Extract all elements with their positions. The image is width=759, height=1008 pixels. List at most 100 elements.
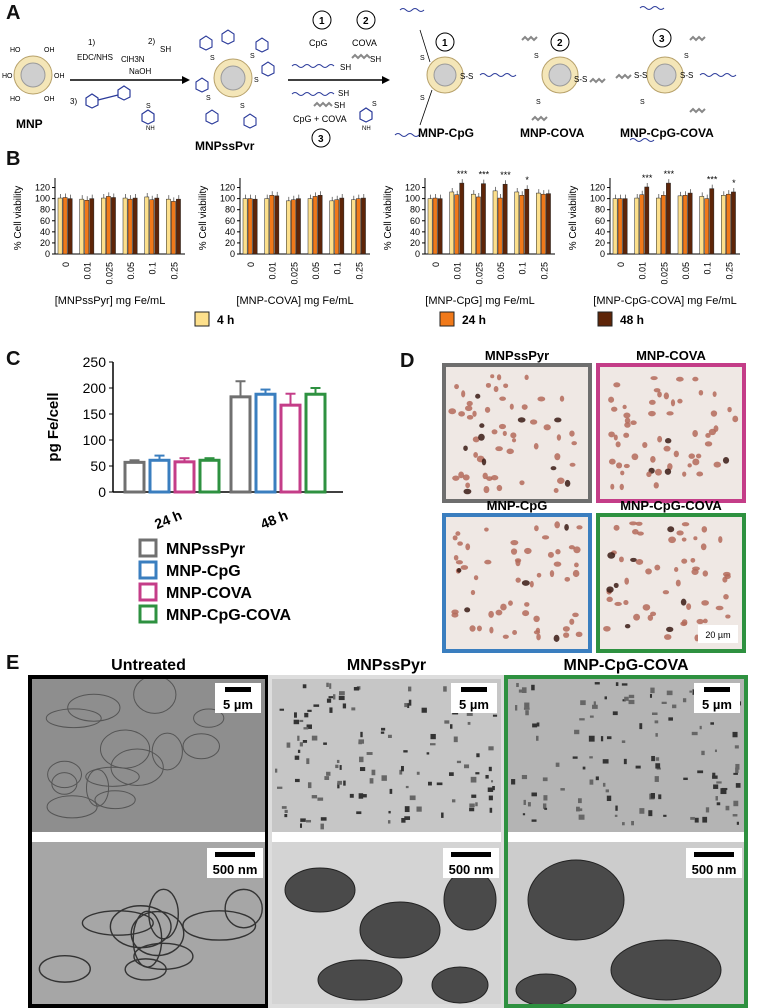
nanoparticle-cluster bbox=[593, 701, 596, 707]
nanoparticle-cluster bbox=[441, 812, 444, 818]
viability-legend: 4 h 24 h 48 h bbox=[194, 311, 644, 327]
panel-d-micrographs: MNPssPyr MNP-COVA MNP-CpG MNP-CpG-COVA 20 µm bbox=[442, 348, 746, 653]
stained-cell bbox=[681, 522, 690, 527]
y-axis-label: % Cell viability bbox=[198, 186, 209, 250]
viability-bar bbox=[361, 197, 366, 255]
nanoparticle-cluster bbox=[658, 794, 662, 800]
nanoparticle-cluster bbox=[343, 780, 346, 786]
viability-bar bbox=[682, 195, 688, 255]
stained-cell bbox=[623, 412, 631, 419]
x-tick-label: 0.025 bbox=[104, 262, 114, 285]
stained-cell bbox=[622, 404, 627, 410]
stained-cell bbox=[632, 529, 639, 535]
product-2-label: MNP-COVA bbox=[520, 126, 585, 140]
nanoparticle-cluster bbox=[450, 724, 453, 729]
y-tick-label: 120 bbox=[590, 183, 605, 193]
stained-cell bbox=[481, 458, 487, 466]
y-tick-label: 40 bbox=[595, 227, 605, 237]
stained-cell bbox=[490, 475, 499, 481]
nanoparticle-cluster bbox=[527, 802, 531, 807]
nanoparticle-cluster bbox=[536, 735, 539, 741]
y-tick-label: 20 bbox=[40, 238, 50, 248]
tem-title: MNP-CpG-COVA bbox=[563, 657, 688, 674]
x-tick-label: 0.025 bbox=[289, 262, 299, 285]
legend-swatch bbox=[439, 311, 455, 327]
micrograph-1: MNPssPyr bbox=[442, 348, 592, 503]
y-tick-label: 80 bbox=[40, 205, 50, 215]
y-tick-label: 0 bbox=[230, 249, 235, 259]
stained-cell bbox=[574, 562, 579, 568]
nanoparticle-cluster bbox=[389, 788, 393, 794]
stained-cell bbox=[629, 521, 637, 526]
stained-cell bbox=[462, 474, 470, 481]
nanoparticle-cluster bbox=[324, 776, 330, 780]
viability-bar bbox=[449, 191, 455, 255]
viability-bar bbox=[154, 197, 160, 255]
stained-cell bbox=[460, 565, 469, 570]
tem-frame bbox=[28, 675, 269, 1008]
stained-cell bbox=[537, 396, 546, 402]
nanoparticle-cluster bbox=[491, 780, 494, 783]
viability-bar bbox=[149, 199, 155, 255]
nanoparticle-cluster bbox=[320, 817, 327, 821]
nanoparticle-cluster bbox=[487, 787, 494, 792]
stained-cell bbox=[465, 482, 471, 489]
stained-cell bbox=[458, 411, 465, 417]
viability-bar bbox=[67, 198, 73, 255]
stained-cell bbox=[479, 423, 485, 428]
viability-bar bbox=[334, 199, 340, 255]
y-tick-label: 100 bbox=[590, 194, 605, 204]
stained-cell bbox=[524, 374, 529, 381]
mitochondrion bbox=[148, 888, 180, 940]
nanoparticle-cluster bbox=[409, 795, 416, 801]
oh-label: OH bbox=[44, 96, 55, 103]
nanoparticle-cluster bbox=[416, 806, 422, 812]
nanoparticle-cluster bbox=[712, 772, 716, 778]
stained-cell bbox=[465, 405, 473, 412]
stained-cell bbox=[515, 577, 521, 583]
stained-cell bbox=[623, 600, 629, 606]
x-tick-label: 0 bbox=[61, 262, 71, 267]
nanoparticle-cluster bbox=[281, 806, 287, 809]
viability-bar bbox=[437, 198, 443, 255]
product-2-number: 2 bbox=[557, 38, 563, 49]
product-1-number: 1 bbox=[442, 38, 448, 49]
nanoparticle-cluster bbox=[697, 770, 704, 774]
stained-cell bbox=[495, 446, 503, 452]
nanoparticle-cluster bbox=[275, 768, 278, 773]
x-tick-label: 0.01 bbox=[453, 262, 463, 280]
stained-cell bbox=[666, 626, 674, 633]
nanoparticle-cluster bbox=[631, 820, 634, 826]
stained-cell bbox=[686, 603, 692, 610]
viability-bar bbox=[699, 196, 705, 255]
x-tick-label: 0.1 bbox=[333, 262, 343, 275]
y-tick-label: 100 bbox=[35, 194, 50, 204]
viability-bar bbox=[519, 195, 525, 255]
nanoparticle-cluster bbox=[735, 783, 741, 788]
nanoparticle-cluster bbox=[595, 776, 599, 781]
stained-cell bbox=[630, 420, 637, 426]
significance-stars: * bbox=[525, 175, 529, 185]
y-tick-label: 120 bbox=[405, 183, 420, 193]
nanoparticle-cluster bbox=[649, 694, 653, 698]
nanoparticle-cluster bbox=[284, 809, 288, 813]
viability-bar bbox=[644, 186, 650, 255]
nanoparticle-cluster bbox=[689, 690, 692, 693]
stained-cell bbox=[653, 388, 661, 393]
organelle bbox=[193, 708, 225, 728]
nanoparticle-cluster bbox=[589, 756, 593, 759]
stained-cell bbox=[454, 384, 459, 390]
nanoparticle-cluster bbox=[650, 793, 655, 799]
x-axis-label: [MNP-COVA] mg Fe/mL bbox=[236, 295, 353, 307]
sulfur-label: S bbox=[420, 55, 425, 62]
stained-cell bbox=[493, 385, 499, 393]
arrowhead bbox=[382, 76, 390, 84]
nanoparticle-cluster bbox=[405, 785, 409, 789]
scale-bar-label: 5 µm bbox=[223, 697, 253, 712]
stained-cell bbox=[506, 448, 514, 455]
micrograph-title: MNP-COVA bbox=[636, 348, 706, 363]
nanoparticle-cluster bbox=[589, 779, 594, 785]
stained-cell bbox=[650, 376, 658, 381]
stained-cell bbox=[455, 560, 463, 565]
